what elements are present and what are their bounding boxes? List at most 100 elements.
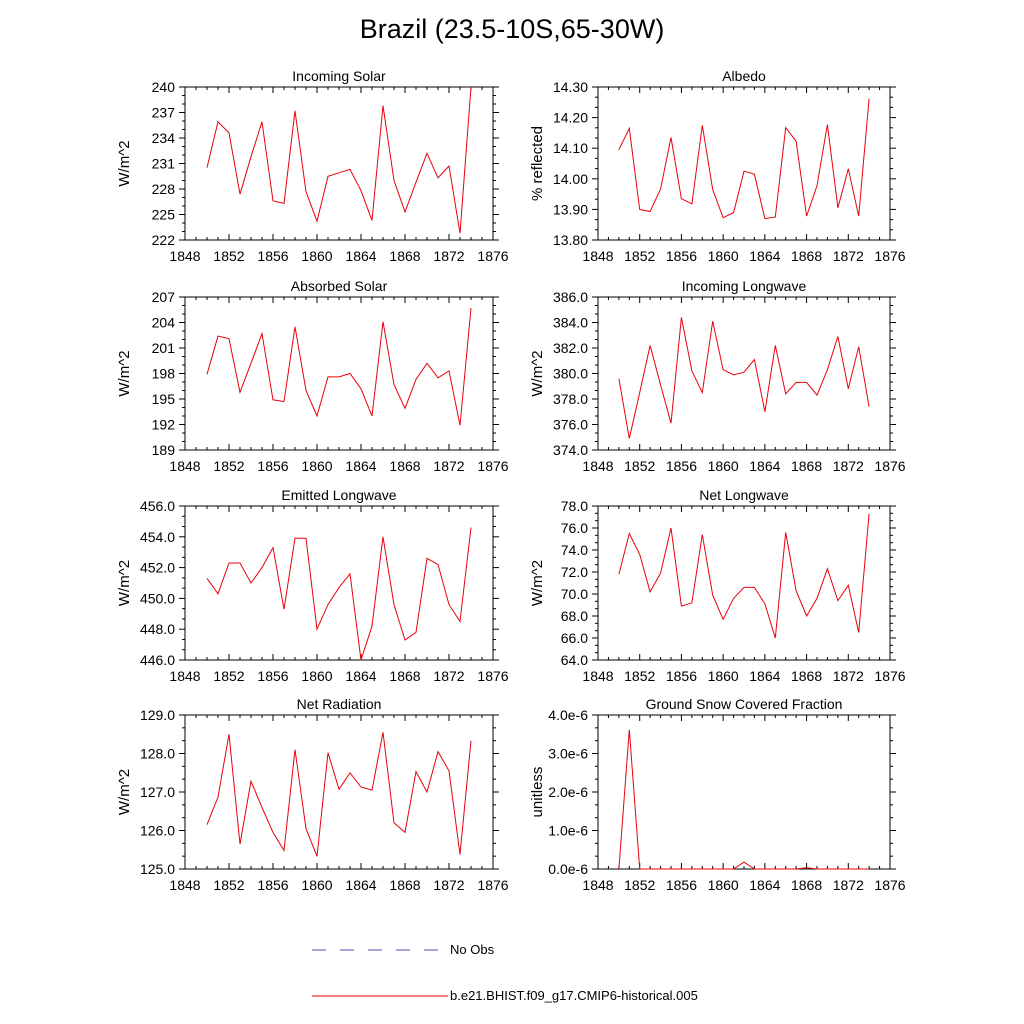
y-tick-label: 240 — [152, 79, 176, 95]
y-tick-label: 452.0 — [140, 560, 175, 576]
panel-title: Incoming Solar — [292, 68, 386, 84]
panel-title: Ground Snow Covered Fraction — [646, 696, 843, 712]
panel-title: Albedo — [722, 68, 766, 84]
y-tick-label: 234 — [152, 130, 176, 146]
x-tick-label: 1876 — [874, 248, 905, 264]
x-tick-label: 1868 — [389, 668, 420, 684]
x-tick-label: 1852 — [624, 877, 655, 893]
x-tick-label: 1876 — [477, 458, 508, 474]
x-tick-label: 1848 — [582, 668, 613, 684]
y-tick-label: 74.0 — [561, 542, 588, 558]
x-tick-label: 1852 — [624, 248, 655, 264]
y-tick-label: 189 — [152, 442, 176, 458]
y-tick-label: 222 — [152, 232, 176, 248]
x-tick-label: 1852 — [213, 877, 244, 893]
y-tick-label: 1.0e-6 — [548, 823, 588, 839]
y-tick-label: 13.90 — [553, 201, 588, 217]
y-axis-label: W/m^2 — [529, 350, 546, 396]
x-tick-label: 1856 — [257, 877, 288, 893]
x-tick-label: 1848 — [169, 458, 200, 474]
series-line — [618, 317, 870, 439]
y-tick-label: 204 — [152, 315, 176, 331]
x-tick-label: 1848 — [169, 668, 200, 684]
plot-frame — [184, 86, 494, 241]
x-tick-label: 1856 — [257, 668, 288, 684]
plot-frame — [597, 86, 891, 241]
x-tick-label: 1856 — [666, 668, 697, 684]
x-tick-label: 1852 — [213, 458, 244, 474]
y-tick-label: 128.0 — [140, 746, 175, 762]
y-tick-label: 76.0 — [561, 520, 588, 536]
x-tick-label: 1868 — [791, 668, 822, 684]
y-tick-label: 456.0 — [140, 498, 175, 514]
x-tick-label: 1864 — [749, 877, 780, 893]
series-line — [206, 732, 472, 857]
y-tick-label: 201 — [152, 340, 176, 356]
x-tick-label: 1852 — [624, 458, 655, 474]
y-tick-label: 384.0 — [553, 315, 588, 331]
panel-7: Net Radiation 1848 1852 1856 1860 1864 1868 187… — [116, 696, 509, 893]
y-axis-label: W/m^2 — [116, 350, 133, 396]
y-axis-label: % reflected — [529, 126, 546, 201]
x-tick-label: 1864 — [749, 458, 780, 474]
y-tick-label: 454.0 — [140, 529, 175, 545]
series-line — [618, 729, 870, 870]
plot-frame — [597, 714, 891, 870]
x-tick-label: 1872 — [433, 458, 464, 474]
series-line — [206, 527, 472, 661]
x-tick-label: 1856 — [666, 248, 697, 264]
x-tick-label: 1860 — [301, 668, 332, 684]
legend-model-label: b.e21.BHIST.f09_g17.CMIP6-historical.005 — [450, 988, 698, 1003]
y-tick-label: 374.0 — [553, 442, 588, 458]
x-tick-label: 1848 — [169, 877, 200, 893]
y-tick-label: 195 — [152, 391, 176, 407]
series-line — [618, 513, 870, 639]
x-tick-label: 1868 — [791, 248, 822, 264]
x-tick-label: 1876 — [477, 877, 508, 893]
x-tick-label: 1864 — [345, 248, 376, 264]
plot-frame — [184, 505, 494, 661]
x-tick-label: 1848 — [582, 248, 613, 264]
panel-title: Net Longwave — [699, 487, 789, 503]
x-tick-label: 1876 — [874, 668, 905, 684]
y-tick-label: 14.20 — [553, 110, 588, 126]
legend-obs-label: No Obs — [450, 942, 495, 957]
legend-obs-swatch — [312, 949, 448, 951]
panel-8: Ground Snow Covered Fraction 1848 1852 1856… — [529, 696, 906, 893]
x-tick-label: 1856 — [257, 248, 288, 264]
y-tick-label: 13.80 — [553, 232, 588, 248]
x-tick-label: 1852 — [213, 248, 244, 264]
x-tick-label: 1868 — [389, 877, 420, 893]
y-tick-label: 2.0e-6 — [548, 784, 588, 800]
y-tick-label: 66.0 — [561, 630, 588, 646]
x-tick-label: 1860 — [708, 458, 739, 474]
x-tick-label: 1876 — [874, 458, 905, 474]
y-tick-label: 127.0 — [140, 784, 175, 800]
x-tick-label: 1864 — [345, 877, 376, 893]
x-tick-label: 1860 — [301, 248, 332, 264]
y-tick-label: 382.0 — [553, 340, 588, 356]
x-tick-label: 1860 — [301, 458, 332, 474]
y-axis-label: unitless — [529, 767, 546, 818]
legend-model-swatch — [312, 995, 448, 997]
y-axis-label: W/m^2 — [116, 140, 133, 186]
series-line — [206, 308, 472, 426]
x-tick-label: 1864 — [345, 668, 376, 684]
y-tick-label: 225 — [152, 207, 176, 223]
y-tick-label: 231 — [152, 156, 176, 172]
series-line — [206, 86, 472, 234]
x-tick-label: 1868 — [791, 877, 822, 893]
x-tick-label: 1872 — [833, 877, 864, 893]
x-tick-label: 1856 — [666, 877, 697, 893]
y-tick-label: 237 — [152, 105, 176, 121]
x-tick-label: 1876 — [477, 248, 508, 264]
panel-6: Net Longwave 1848 1852 1856 1860 1864 1868 1872… — [529, 487, 906, 684]
y-tick-label: 192 — [152, 417, 176, 433]
y-axis-label: W/m^2 — [116, 769, 133, 815]
x-tick-label: 1876 — [477, 668, 508, 684]
panel-5: Emitted Longwave 1848 1852 1856 1860 1864 1868… — [116, 487, 509, 684]
y-tick-label: 70.0 — [561, 586, 588, 602]
figure-title: Brazil (23.5-10S,65-30W) — [359, 14, 665, 44]
series-line — [618, 98, 870, 220]
